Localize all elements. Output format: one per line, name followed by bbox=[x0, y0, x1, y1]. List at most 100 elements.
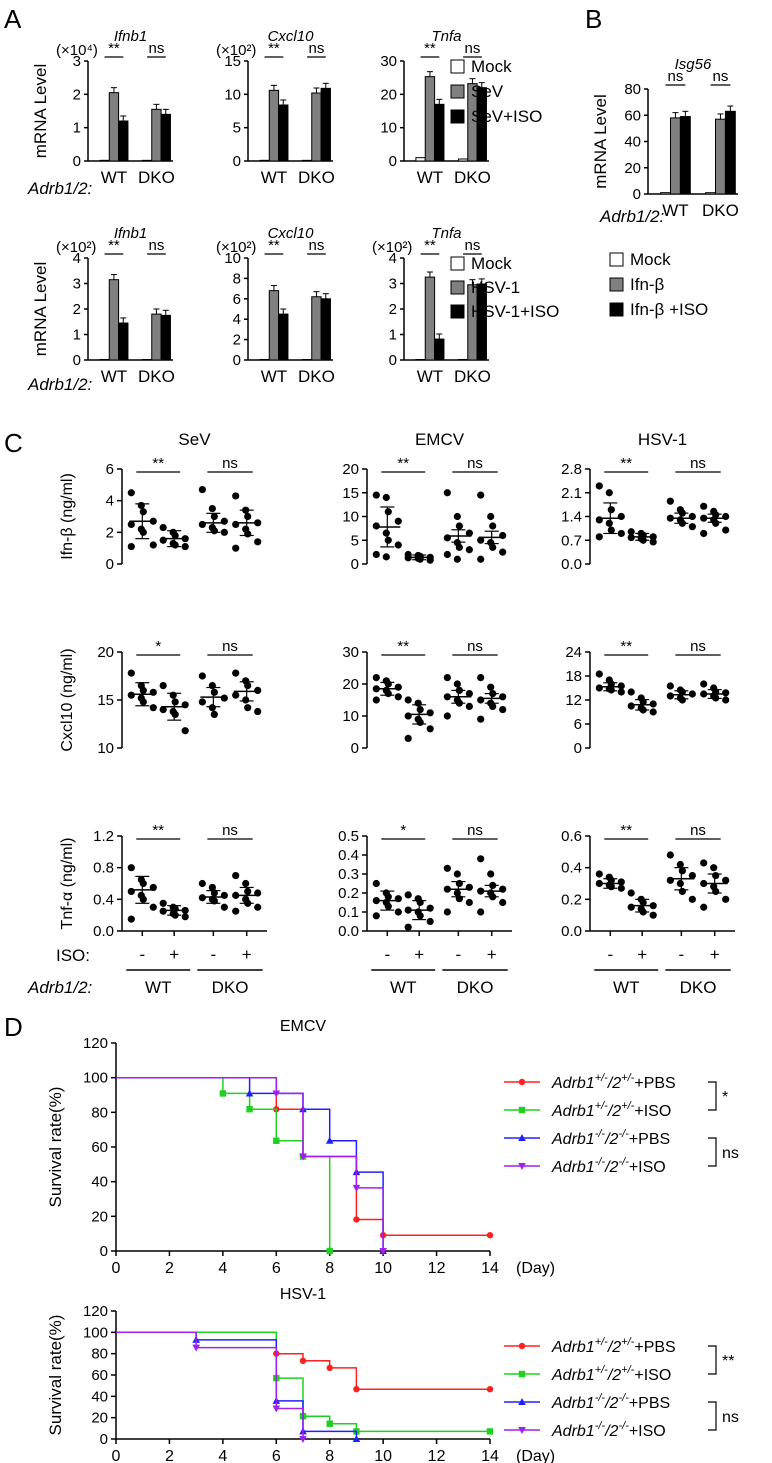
y-tick-label: 0.4 bbox=[561, 860, 582, 877]
x-tick-label: 4 bbox=[218, 1448, 227, 1463]
significance-label: ns bbox=[465, 237, 481, 254]
scatter-chart-C-hsv-ifnb: 0.0 0.7 1.4 2.1 2.8 HSV-1 ** ns bbox=[561, 430, 730, 573]
bar-WT-2 bbox=[278, 104, 289, 162]
survival-marker bbox=[326, 1247, 333, 1255]
data-point bbox=[465, 690, 473, 698]
data-point bbox=[242, 696, 250, 704]
bar-DKO-0 bbox=[301, 159, 313, 162]
survival-marker bbox=[299, 1153, 307, 1161]
group-label: DKO bbox=[680, 978, 717, 997]
bar-DKO-0 bbox=[457, 358, 469, 361]
legend-label-part: -/- bbox=[618, 1420, 629, 1432]
data-point bbox=[384, 902, 392, 910]
data-point bbox=[487, 512, 495, 521]
bar-DKO-2 bbox=[724, 110, 736, 195]
y-tick-label: 0 bbox=[100, 1431, 108, 1448]
c-x-labels-0: - + - + WT DKO bbox=[122, 930, 267, 997]
data-point bbox=[477, 908, 485, 916]
data-point bbox=[416, 718, 424, 727]
y-tick-label: 2.8 bbox=[561, 461, 582, 478]
survival-marker bbox=[353, 1216, 360, 1223]
x-tick-label: 2 bbox=[165, 1448, 174, 1463]
y-tick-label: 15 bbox=[97, 692, 114, 709]
panel-letter-a: A bbox=[4, 4, 22, 34]
group-label: WT bbox=[417, 367, 443, 386]
group-label: WT bbox=[101, 367, 127, 386]
scale-factor: (×10²) bbox=[56, 239, 96, 256]
y-tick-label: 10 bbox=[224, 250, 241, 267]
data-point bbox=[453, 555, 461, 563]
data-point bbox=[666, 851, 674, 859]
significance-bracket bbox=[708, 1081, 717, 1111]
data-point bbox=[372, 912, 380, 920]
y-tick-label: 0 bbox=[233, 352, 241, 369]
data-point bbox=[127, 691, 135, 699]
y-tick-label: 120 bbox=[83, 1035, 108, 1052]
data-point bbox=[232, 669, 240, 677]
bar-WT-1 bbox=[108, 279, 120, 361]
legend-label-part: Adrb1 bbox=[551, 1159, 595, 1176]
y-tick-label: 0 bbox=[233, 153, 241, 170]
y-tick-label: 1.4 bbox=[561, 509, 582, 526]
y-tick-label: 20 bbox=[91, 1410, 108, 1427]
scatter-chart-C-sev-tnfa: 0.0 0.4 0.8 1.2 Tnf-α (ng/ml) ** ns bbox=[59, 822, 262, 940]
y-axis-label: mRNA Level bbox=[31, 262, 50, 356]
group-label: DKO bbox=[138, 367, 175, 386]
legend-label: Adrb1+/-/2+/-+PBS bbox=[551, 1336, 676, 1356]
bar-chart-A-top-ifnb1: 0 1 2 3 Ifnb1 (×10⁴) ** WT ns DKO mRNA Level bbox=[31, 28, 175, 187]
data-point bbox=[384, 680, 392, 688]
legend-label-part: +/- bbox=[595, 1336, 608, 1348]
data-point bbox=[712, 519, 720, 527]
data-point bbox=[595, 870, 603, 878]
significance-label: ns bbox=[690, 455, 706, 472]
chart-title: HSV-1 bbox=[638, 430, 687, 449]
group-label: DKO bbox=[702, 201, 739, 220]
significance-label: ** bbox=[620, 638, 632, 655]
legend-label-part: -/- bbox=[595, 1420, 606, 1432]
x-tick-label: 12 bbox=[428, 1448, 446, 1463]
significance-label: ** bbox=[397, 638, 409, 655]
data-point bbox=[499, 706, 507, 714]
data-point bbox=[455, 895, 463, 903]
significance-label: ** bbox=[152, 822, 164, 839]
significance-label: ns bbox=[713, 68, 729, 85]
y-tick-label: 6 bbox=[106, 461, 114, 478]
significance-label: ns bbox=[465, 40, 481, 57]
bar-WT-1 bbox=[424, 76, 436, 162]
x-tick-label: 4 bbox=[218, 1260, 227, 1277]
scatter-chart-C-emcv-tnfa: 0.0 0.1 0.2 0.3 0.4 0.5 * ns bbox=[338, 822, 507, 940]
data-point bbox=[678, 696, 686, 704]
survival-marker bbox=[326, 1364, 333, 1372]
data-point bbox=[443, 908, 451, 916]
data-point bbox=[722, 689, 730, 697]
significance-label: ns bbox=[467, 455, 483, 472]
data-point bbox=[220, 891, 228, 899]
legend-label-part: -/- bbox=[595, 1128, 606, 1140]
y-axis-label: Survival rate(%) bbox=[46, 1087, 65, 1208]
bar-WT-2 bbox=[118, 120, 129, 162]
legend-label: Ifn-β bbox=[630, 275, 665, 294]
legend-label-part: Adrb1 bbox=[551, 1103, 595, 1120]
data-point bbox=[244, 530, 252, 538]
y-tick-label: 0.3 bbox=[338, 866, 359, 883]
y-tick-label: 0.7 bbox=[561, 532, 582, 549]
legend-label: Adrb1-/-/2-/-+PBS bbox=[551, 1128, 670, 1148]
legend-label-part: Adrb1 bbox=[551, 1395, 595, 1412]
iso-sign: + bbox=[710, 945, 720, 964]
data-point bbox=[244, 887, 252, 896]
survival-line bbox=[116, 1331, 304, 1439]
significance-label: ns bbox=[309, 40, 325, 57]
y-tick-label: 2 bbox=[73, 301, 81, 318]
survival-marker bbox=[518, 1427, 526, 1434]
bar-DKO-1 bbox=[311, 296, 322, 361]
legend-label-part: -/- bbox=[618, 1128, 629, 1140]
data-point bbox=[372, 491, 380, 499]
data-point bbox=[499, 898, 507, 907]
significance-label: ns bbox=[467, 822, 483, 839]
bar-WT-0 bbox=[259, 159, 270, 162]
x-tick-label: 10 bbox=[374, 1448, 392, 1463]
significance-label: ** bbox=[620, 822, 632, 839]
bar-WT-2 bbox=[679, 116, 691, 195]
chart-title: HSV-1 bbox=[280, 1286, 326, 1303]
y-tick-label: 20 bbox=[380, 86, 397, 103]
